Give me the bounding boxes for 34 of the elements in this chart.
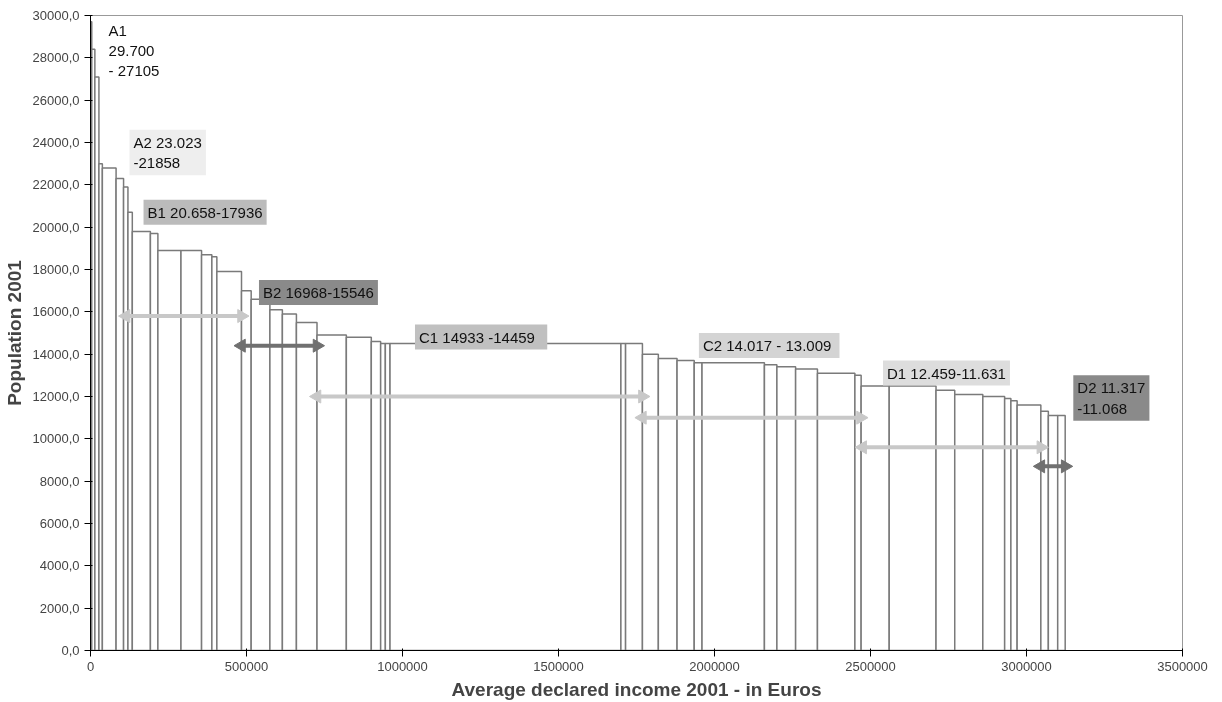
y-tick-label: 0,0: [61, 643, 80, 658]
annotation: A2 23.023 -21858: [133, 133, 202, 172]
x-tick-label: 3000000: [1001, 658, 1052, 674]
y-tick-label: 16000,0: [32, 304, 80, 320]
y-tick-label: 10000,0: [32, 431, 80, 447]
y-tick-label: 26000,0: [32, 92, 80, 108]
y-axis-title: Population 2001: [3, 259, 25, 406]
y-tick-label: 12000,0: [32, 389, 80, 404]
y-tick-label: 18000,0: [32, 262, 80, 277]
x-axis-title: Average declared income 2001 - in Euros: [451, 678, 822, 700]
x-tick-label: 0: [86, 658, 95, 674]
y-tick-label: 2000,0: [39, 600, 80, 616]
y-tick-label: 4000,0: [39, 558, 80, 574]
annotation: B1 20.658-17936: [147, 203, 263, 221]
x-tick-label: 500000: [224, 658, 269, 674]
annotation: D1 12.459-11.631: [886, 364, 1006, 382]
x-tick-label: 1500000: [533, 658, 584, 674]
y-tick-label: 30000,0: [32, 8, 80, 23]
y-tick-label: 24000,0: [32, 135, 80, 150]
y-tick-label: 20000,0: [32, 219, 80, 235]
annotation: A1 29.700 - 27105: [108, 21, 160, 80]
y-tick-label: 14000,0: [32, 346, 80, 362]
x-tick-label: 2500000: [845, 658, 896, 674]
y-tick-label: 8000,0: [39, 473, 80, 489]
annotation: B2 16968-15546: [262, 284, 374, 302]
annotation: C2 14.017 - 13.009: [702, 337, 832, 354]
y-tick-label: 6000,0: [39, 516, 80, 531]
y-tick-label: 28000,0: [32, 50, 80, 66]
annotation: C1 14933 -14459: [418, 328, 535, 346]
x-tick-label: 1000000: [377, 658, 428, 674]
annotation: D2 11.317 -11.068: [1077, 379, 1146, 417]
y-tick-label: 22000,0: [32, 177, 80, 193]
x-tick-label: 2000000: [689, 658, 740, 674]
x-tick-label: 3500000: [1157, 658, 1208, 674]
